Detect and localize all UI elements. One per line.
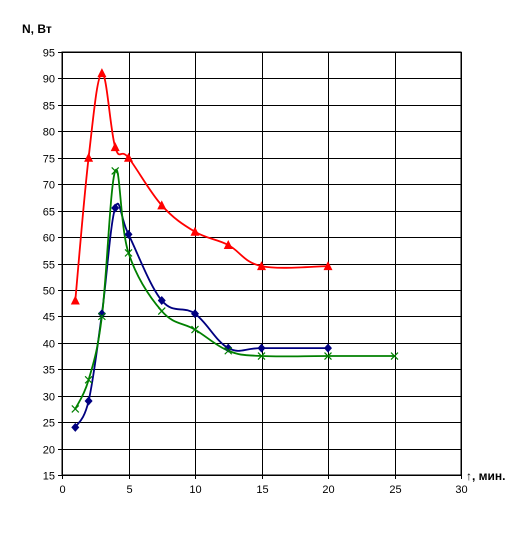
series-markers	[70, 68, 399, 432]
data-point-x	[97, 312, 106, 321]
data-point-triangle	[110, 142, 120, 152]
series-lines	[74, 72, 395, 428]
data-point-diamond	[97, 309, 106, 319]
y-tick-label: 90	[43, 74, 55, 86]
data-point-x	[157, 307, 166, 316]
y-tick-label: 35	[43, 365, 55, 377]
x-tick-label: 5	[126, 484, 132, 496]
y-tick-label: 75	[43, 154, 55, 166]
data-point-diamond	[157, 296, 166, 306]
y-tick-label: 15	[43, 471, 55, 483]
data-point-diamond	[191, 309, 199, 319]
data-point-diamond	[324, 343, 332, 353]
x-tick-label: 25	[389, 484, 401, 496]
series-line-3	[74, 168, 395, 410]
data-point-x	[324, 352, 332, 360]
data-point-triangle	[257, 261, 266, 271]
data-point-diamond	[84, 396, 93, 406]
x-tick-label: 20	[322, 484, 334, 496]
data-point-diamond	[71, 422, 80, 432]
y-tick-label: 25	[43, 418, 55, 430]
data-point-triangle	[124, 152, 133, 162]
data-point-triangle	[70, 295, 80, 305]
x-axis-label: ↑, мин.	[466, 469, 506, 483]
y-tick-label: 95	[43, 48, 55, 60]
y-tick-label: 45	[43, 312, 55, 324]
y-tick-label: 65	[43, 207, 55, 219]
data-point-triangle	[84, 152, 94, 162]
data-point-triangle	[97, 68, 107, 78]
y-tick-label: 70	[43, 180, 55, 192]
data-point-diamond	[124, 229, 133, 239]
data-point-diamond	[111, 203, 120, 213]
data-point-diamond	[257, 343, 266, 353]
y-tick-label: 55	[43, 260, 55, 272]
data-point-x	[191, 325, 199, 334]
x-tick-label: 30	[455, 484, 467, 496]
data-point-triangle	[157, 200, 167, 210]
y-axis-label: N, Вт	[22, 22, 52, 36]
x-tick-label: 10	[189, 484, 201, 496]
y-tick-label: 85	[43, 101, 55, 113]
tick-labels: 15 20 25 30 35 40 45 50 55 60 65 70 75 80 85 90 95 0 5 10 15…	[43, 48, 468, 497]
data-point-x	[71, 404, 80, 413]
data-point-x	[84, 375, 93, 384]
data-point-triangle	[190, 226, 200, 236]
y-tick-label: 50	[43, 286, 55, 298]
y-tick-label: 20	[43, 445, 55, 457]
data-point-x	[390, 352, 399, 360]
y-tick-label: 80	[43, 127, 55, 139]
x-tick-label: 0	[59, 484, 65, 496]
data-point-x	[124, 249, 133, 257]
y-tick-label: 40	[43, 339, 55, 351]
data-point-x	[257, 352, 266, 360]
y-tick-label: 60	[43, 233, 55, 245]
data-point-triangle	[323, 261, 333, 271]
data-point-triangle	[223, 239, 233, 249]
y-tick-label: 30	[43, 392, 55, 404]
data-point-x	[224, 346, 233, 355]
data-point-x	[111, 167, 120, 175]
x-tick-label: 15	[256, 484, 268, 496]
data-point-diamond	[224, 343, 233, 353]
series-line-2	[74, 202, 328, 428]
